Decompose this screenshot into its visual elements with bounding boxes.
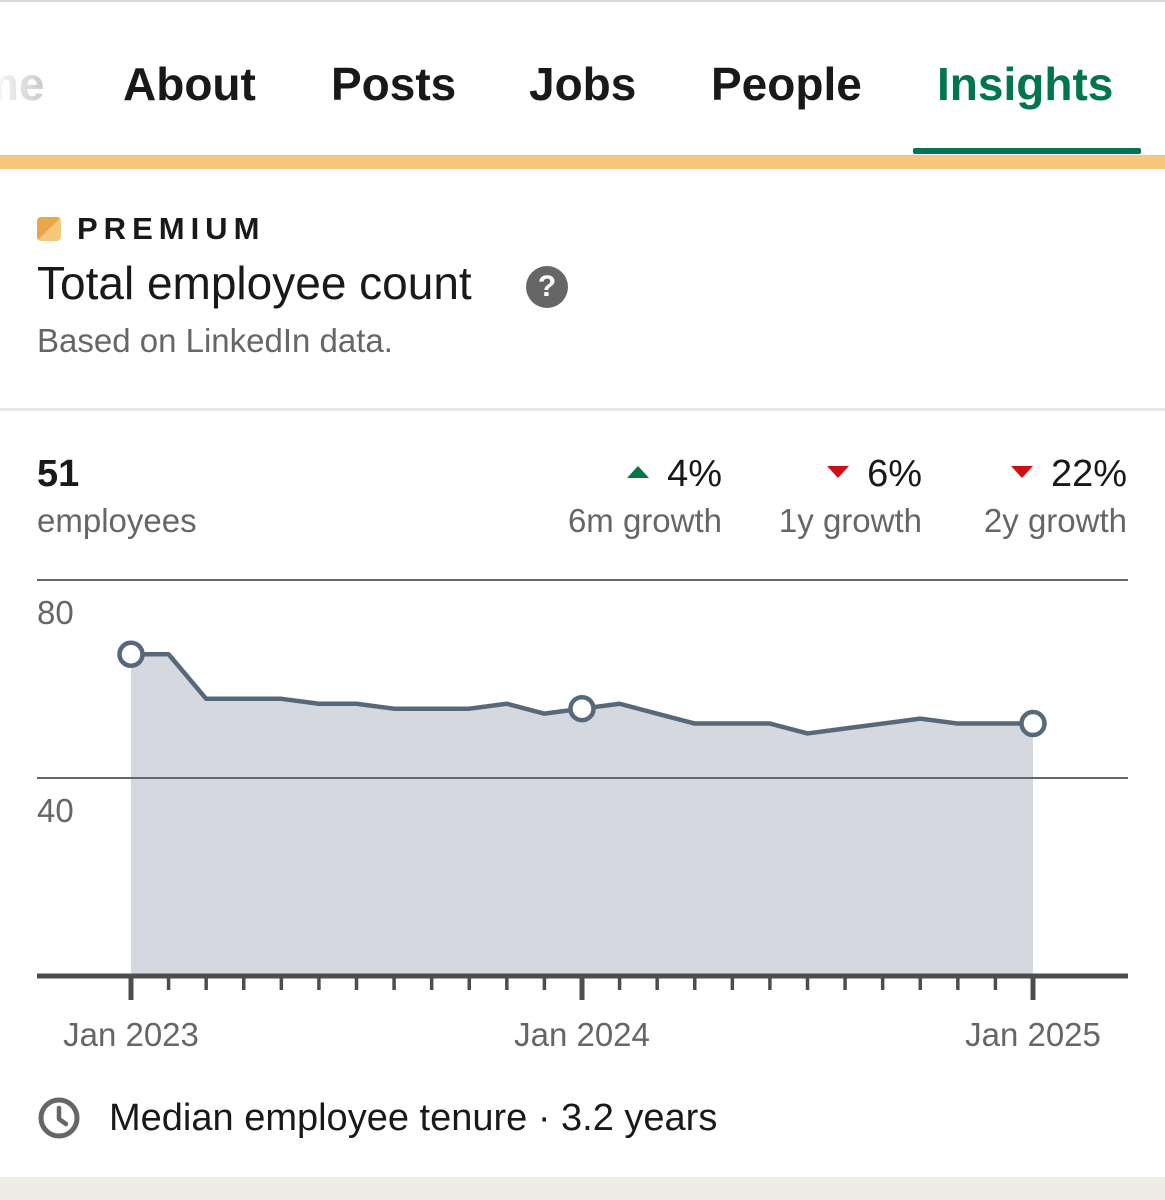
median-tenure-text: Median employee tenure · 3.2 years [109, 1096, 718, 1139]
tab-posts[interactable]: Posts [331, 58, 457, 110]
triangle-down-icon [827, 465, 850, 478]
x-tick-label-2025-01: Jan 2025 [965, 1016, 1101, 1053]
tab-jobs[interactable]: Jobs [529, 58, 637, 110]
y-tick-label-80: 80 [37, 594, 74, 631]
data-point-2023-01 [117, 640, 145, 668]
card-title: Total employee count [37, 257, 472, 309]
growth-6m-value: 4% [667, 453, 722, 495]
growth-6m: 4% 6m growth [568, 452, 722, 546]
clock-icon [38, 1097, 80, 1139]
x-tick-label-2024-01: Jan 2024 [514, 1016, 650, 1053]
growth-6m-label: 6m growth [567, 502, 722, 539]
triangle-down-icon [1010, 465, 1033, 478]
tab-fade-overlay [0, 40, 70, 130]
growth-1y-value: 6% [867, 453, 922, 495]
growth-2y-label: 2y growth [983, 502, 1127, 539]
median-tenure: Median employee tenure · 3.2 years [37, 1094, 717, 1142]
growth-2y: 22% 2y growth [984, 452, 1127, 546]
tab-about[interactable]: About [123, 58, 256, 110]
tab-insights[interactable]: Insights [937, 58, 1114, 110]
growth-2y-value: 22% [1050, 453, 1127, 495]
section-divider [0, 408, 1165, 411]
premium-icon [37, 217, 61, 241]
growth-1y-label: 1y growth [778, 502, 922, 539]
top-divider [0, 0, 1165, 2]
premium-label: PREMIUM [77, 211, 266, 246]
page-tabs: me About Posts Jobs People Insights [0, 0, 1165, 160]
employee-count: 51 [37, 453, 80, 495]
x-tick-label-2023-01: Jan 2023 [63, 1016, 199, 1053]
data-point-2024-01 [568, 694, 596, 723]
tab-people[interactable]: People [711, 58, 862, 110]
active-tab-indicator [913, 148, 1141, 154]
premium-badge: PREMIUM [37, 211, 266, 246]
triangle-up-icon [627, 465, 650, 478]
growth-1y: 6% 1y growth [779, 452, 922, 546]
card-subtitle: Based on LinkedIn data. [37, 322, 393, 359]
data-point-2025-01 [1019, 709, 1047, 738]
question-circle-icon[interactable]: ? [526, 266, 568, 308]
premium-accent-bar [0, 155, 1165, 169]
page-bottom-band [0, 1177, 1165, 1200]
employee-count-label: employees [37, 502, 197, 539]
y-tick-label-40: 40 [37, 792, 74, 829]
employee-count-chart: 40 80 Jan 2023 Jan 2024 Jan 2025 [37, 579, 1128, 1053]
